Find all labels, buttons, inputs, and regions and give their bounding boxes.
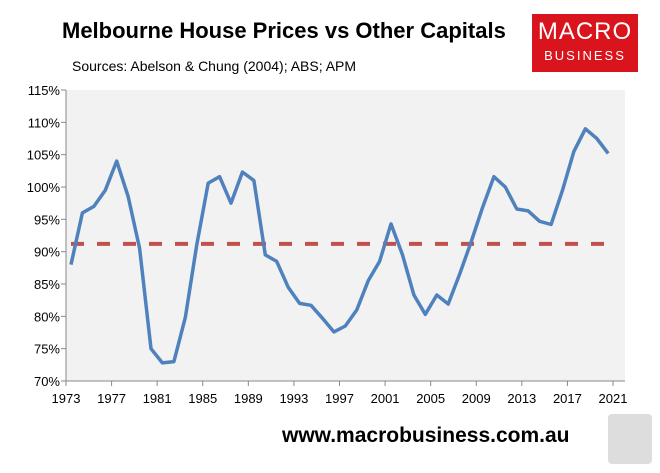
x-tick-label: 1977 <box>97 391 126 406</box>
x-tick-label: 2017 <box>553 391 582 406</box>
x-tick-label: 2001 <box>371 391 400 406</box>
x-tick-label: 2021 <box>599 391 628 406</box>
y-tick-label: 90% <box>34 245 60 260</box>
x-tick-label: 1981 <box>143 391 172 406</box>
chart-title: Melbourne House Prices vs Other Capitals <box>62 18 506 43</box>
x-tick-label: 1989 <box>234 391 263 406</box>
y-tick-label: 85% <box>34 277 60 292</box>
wolf-logo-icon <box>608 414 652 464</box>
y-tick-label: 80% <box>34 309 60 324</box>
logo-line2: BUSINESS <box>544 48 626 63</box>
y-tick-label: 75% <box>34 342 60 357</box>
x-tick-label: 2013 <box>507 391 536 406</box>
x-tick-label: 1973 <box>52 391 81 406</box>
x-tick-label: 2005 <box>416 391 445 406</box>
y-tick-label: 115% <box>28 83 61 98</box>
x-tick-label: 1985 <box>188 391 217 406</box>
chart-subtitle: Sources: Abelson & Chung (2004); ABS; AP… <box>72 58 357 74</box>
footer-url: www.macrobusiness.com.au <box>282 424 570 447</box>
y-tick-label: 110% <box>28 115 61 130</box>
x-tick-label: 2009 <box>462 391 491 406</box>
y-tick-label: 100% <box>27 180 61 195</box>
macrobusiness-logo: MACRO BUSINESS <box>532 14 638 72</box>
plot-area <box>66 90 625 381</box>
price-ratio-line <box>69 127 610 365</box>
logo-line1: MACRO <box>537 18 633 45</box>
x-tick-label: 1993 <box>279 391 308 406</box>
y-tick-label: 105% <box>27 148 61 163</box>
y-tick-label: 70% <box>34 374 60 389</box>
y-tick-label: 95% <box>34 212 60 227</box>
x-tick-label: 1997 <box>325 391 354 406</box>
